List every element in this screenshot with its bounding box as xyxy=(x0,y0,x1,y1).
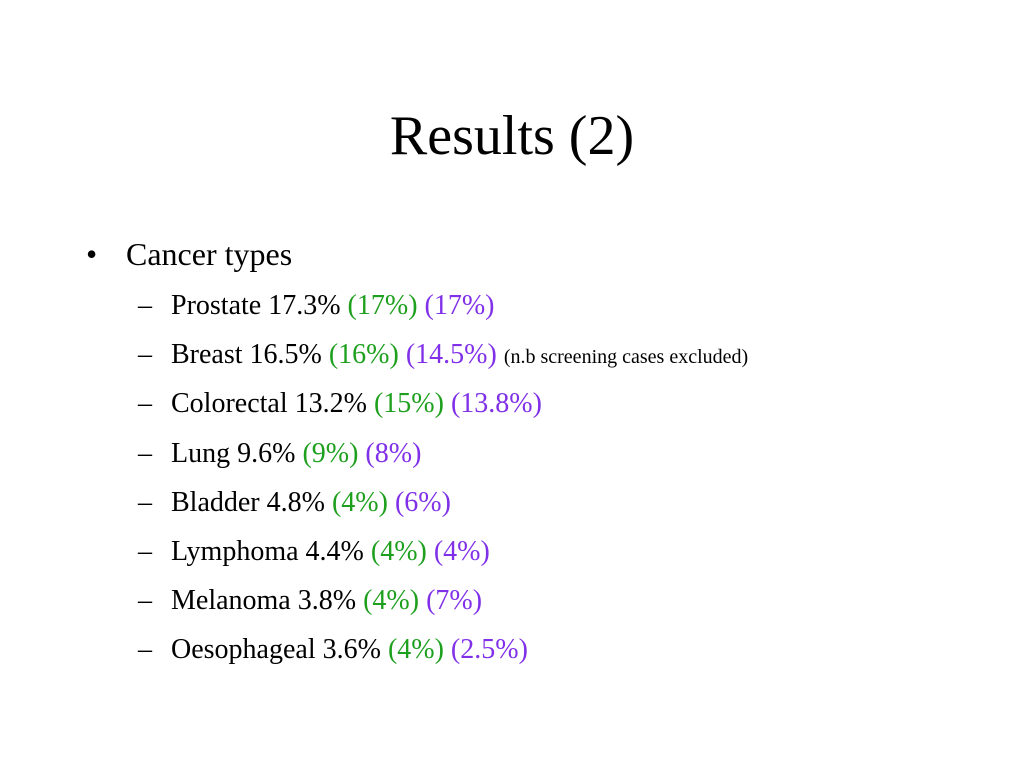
item-purple-value: (2.5%) xyxy=(450,634,528,666)
bullet-label: Cancer types xyxy=(126,236,293,272)
item-purple-value: (8%) xyxy=(365,437,422,469)
item-name: Oesophageal xyxy=(171,634,316,666)
item-name: Breast xyxy=(171,339,243,371)
slide-title: Results (2) xyxy=(389,105,635,167)
list-item-bladder: – Bladder 4.8% (4%) (6%) xyxy=(138,481,748,530)
item-green-value: (17%) xyxy=(347,290,418,321)
dash-marker: – xyxy=(138,437,152,469)
item-green-value: (4%) xyxy=(370,535,427,567)
item-value: 3.8% xyxy=(297,585,357,617)
item-value: 17.3% xyxy=(268,290,341,321)
item-purple-value: (7%) xyxy=(426,585,483,617)
item-purple-value: (13.8%) xyxy=(450,388,542,420)
item-green-value: (4%) xyxy=(387,634,444,666)
item-value: 4.4% xyxy=(305,535,364,567)
dash-marker: – xyxy=(138,339,152,371)
bullet-cancer-types: • Cancer types xyxy=(86,232,292,276)
list-item-breast: – Breast 16.5% (16%) (14.5%) (n.b screeni… xyxy=(138,333,748,382)
item-purple-value: (17%) xyxy=(424,290,495,321)
bullet-marker: • xyxy=(86,236,98,272)
item-green-value: (4%) xyxy=(363,585,420,617)
list-item-lung: – Lung 9.6% (9%) (8%) xyxy=(138,432,748,481)
item-name: Lymphoma xyxy=(171,535,299,567)
item-purple-value: (14.5%) xyxy=(405,339,497,371)
item-purple-value: (4%) xyxy=(433,535,490,567)
item-name: Colorectal xyxy=(171,388,288,420)
dash-marker: – xyxy=(138,535,152,567)
list-item-melanoma: – Melanoma 3.8% (4%) (7%) xyxy=(138,579,748,628)
item-note: (n.b screening cases excluded) xyxy=(503,346,749,369)
item-name: Lung xyxy=(171,437,231,469)
item-name: Melanoma xyxy=(171,585,291,617)
dash-marker: – xyxy=(138,634,152,666)
dash-marker: – xyxy=(138,290,152,321)
item-name: Prostate xyxy=(171,290,262,321)
dash-marker: – xyxy=(138,585,152,617)
item-green-value: (16%) xyxy=(328,339,399,371)
list-item-oesophageal: – Oesophageal 3.6% (4%) (2.5%) xyxy=(138,628,748,677)
item-purple-value: (6%) xyxy=(394,486,451,518)
item-green-value: (9%) xyxy=(302,437,359,469)
item-name: Bladder xyxy=(171,486,260,518)
item-value: 4.8% xyxy=(266,486,325,518)
cancer-type-list: – Prostate 17.3% (17%) (17%) – Breast 16.5… xyxy=(138,284,748,678)
dash-marker: – xyxy=(138,388,152,420)
list-item-prostate: – Prostate 17.3% (17%) (17%) xyxy=(138,284,748,333)
list-item-colorectal: – Colorectal 13.2% (15%) (13.8%) xyxy=(138,382,748,431)
item-value: 3.6% xyxy=(322,634,381,666)
item-value: 16.5% xyxy=(249,339,322,371)
item-green-value: (15%) xyxy=(373,388,444,420)
dash-marker: – xyxy=(138,486,152,518)
item-value: 13.2% xyxy=(294,388,367,420)
list-item-lymphoma: – Lymphoma 4.4% (4%) (4%) xyxy=(138,530,748,579)
item-green-value: (4%) xyxy=(331,486,388,518)
item-value: 9.6% xyxy=(237,437,296,469)
